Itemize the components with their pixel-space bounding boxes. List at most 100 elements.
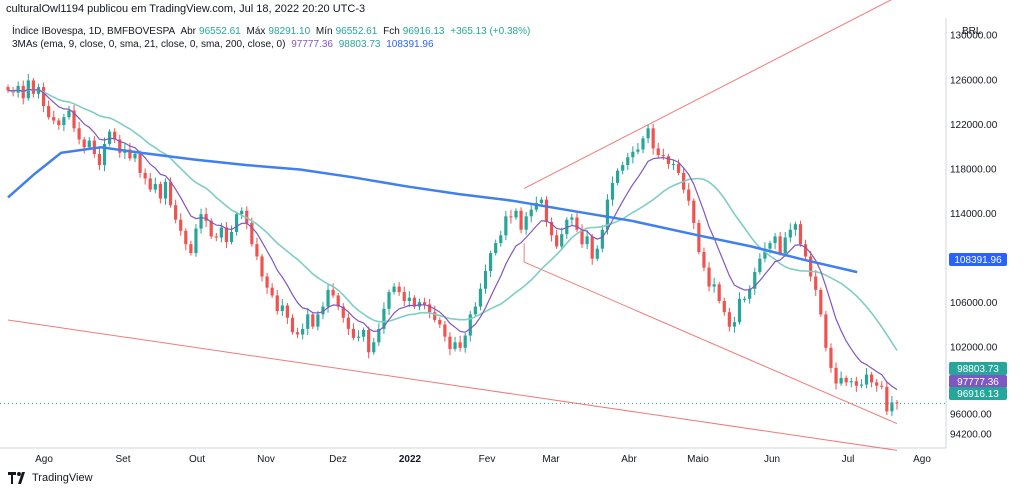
candle-body <box>809 256 813 277</box>
candle-body <box>316 314 320 327</box>
candle-body <box>199 214 203 229</box>
candle-body <box>341 306 345 318</box>
candle-body <box>321 306 325 315</box>
candle-body <box>585 236 589 245</box>
candle-body <box>163 181 168 199</box>
candle-body <box>549 221 554 236</box>
low-label: Mín <box>315 26 333 37</box>
candle-body <box>240 210 244 215</box>
time-axis[interactable]: Ago Set Out Nov Dez 2022 Fev Mar Abr Maio Jun Jul Ag… <box>35 454 931 465</box>
candle-body <box>671 163 676 165</box>
candle-body <box>483 270 488 289</box>
candle-body <box>189 244 193 254</box>
tradingview-footer[interactable]: TradingView <box>8 472 93 484</box>
candle-body <box>367 330 371 353</box>
candle-body <box>636 149 640 152</box>
open-label: Abr <box>180 26 197 37</box>
symbol-legend[interactable]: Índice IBovespa, 1D, BMFBOVESPA Abr 96552… <box>12 26 533 37</box>
candle-body <box>153 184 157 190</box>
candle-body <box>113 131 117 140</box>
candle-body <box>661 155 665 157</box>
candle-body <box>778 236 782 254</box>
price-label-text: 97777.36 <box>957 377 999 388</box>
x-tick-label: Maio <box>687 454 709 465</box>
symbol-title[interactable]: Índice IBovespa, 1D, BMFBOVESPA <box>12 26 176 37</box>
candle-body <box>270 287 274 296</box>
candle-body <box>824 314 828 348</box>
candle-body <box>560 234 564 247</box>
candle-body <box>41 87 46 107</box>
candle-body <box>235 214 239 232</box>
candle-body <box>214 236 218 238</box>
x-tick-label: Jul <box>842 454 855 465</box>
close-label: Fch <box>383 26 400 37</box>
candle-body <box>539 199 543 203</box>
candle-body <box>77 128 81 140</box>
candle-body <box>885 386 889 412</box>
price-label-box <box>949 253 1007 266</box>
candle-body <box>605 199 610 230</box>
candle-body <box>229 231 234 242</box>
candle-body <box>224 227 229 242</box>
candle-body <box>402 292 406 302</box>
candle-body <box>102 143 107 166</box>
candle-body <box>174 205 178 220</box>
candle-body <box>875 382 879 386</box>
candle-body <box>6 87 10 91</box>
x-tick-label: Fev <box>479 454 496 465</box>
candle-body <box>565 219 569 235</box>
ma-title[interactable]: 3MAs (ema, 9, close, 0, sma, 21, close, … <box>12 39 286 50</box>
currency-label: BRL <box>962 26 982 37</box>
ma1-value: 97777.36 <box>291 39 333 50</box>
candle-body <box>489 253 493 271</box>
ma-legend[interactable]: 3MAs (ema, 9, close, 0, sma, 21, close, … <box>12 39 437 50</box>
candle-body <box>819 289 823 315</box>
candle-body <box>575 217 579 230</box>
candle-body <box>356 336 361 338</box>
candle-body <box>676 163 681 173</box>
candle-body <box>387 292 391 309</box>
candle-body <box>803 244 808 257</box>
x-tick-label: Ago <box>913 454 931 465</box>
candle-body <box>158 184 162 199</box>
candle-body <box>621 165 625 171</box>
candle-body <box>692 200 696 224</box>
candle-body <box>351 328 356 338</box>
candle-body <box>255 244 259 257</box>
candle-body <box>250 223 254 245</box>
candle-body <box>448 336 452 349</box>
x-tick-label: Set <box>115 454 130 465</box>
change-value: +365.13 (+0.38%) <box>450 26 531 37</box>
candle-body <box>524 216 528 230</box>
tradingview-logo-icon <box>8 472 28 484</box>
candle-body <box>326 289 330 307</box>
candle-body <box>534 202 538 210</box>
trendline <box>7 319 898 451</box>
candle-body <box>260 256 264 277</box>
candle-body <box>687 189 691 201</box>
candle-body <box>280 305 284 312</box>
candle-body <box>87 140 91 148</box>
moving-averages <box>7 88 898 391</box>
candle-body <box>179 219 183 231</box>
candle-body <box>844 377 848 383</box>
candle-body <box>143 172 147 179</box>
candle-body <box>519 210 523 230</box>
candle-body <box>463 335 467 348</box>
candle-body <box>864 374 869 385</box>
candle-body <box>468 314 472 336</box>
candle-body <box>52 117 56 121</box>
candle-body <box>595 248 599 259</box>
candle-body <box>184 230 188 245</box>
x-tick-label: Dez <box>329 454 347 465</box>
trendlines[interactable] <box>7 0 898 451</box>
price-label-box <box>949 387 1007 400</box>
candle-body <box>646 128 650 139</box>
candle-body <box>748 288 752 299</box>
tradingview-brand: TradingView <box>32 472 93 484</box>
high-value: 98291.10 <box>268 26 311 37</box>
candle-body <box>768 243 772 249</box>
candle-body <box>412 297 416 307</box>
candle-body <box>443 324 447 337</box>
